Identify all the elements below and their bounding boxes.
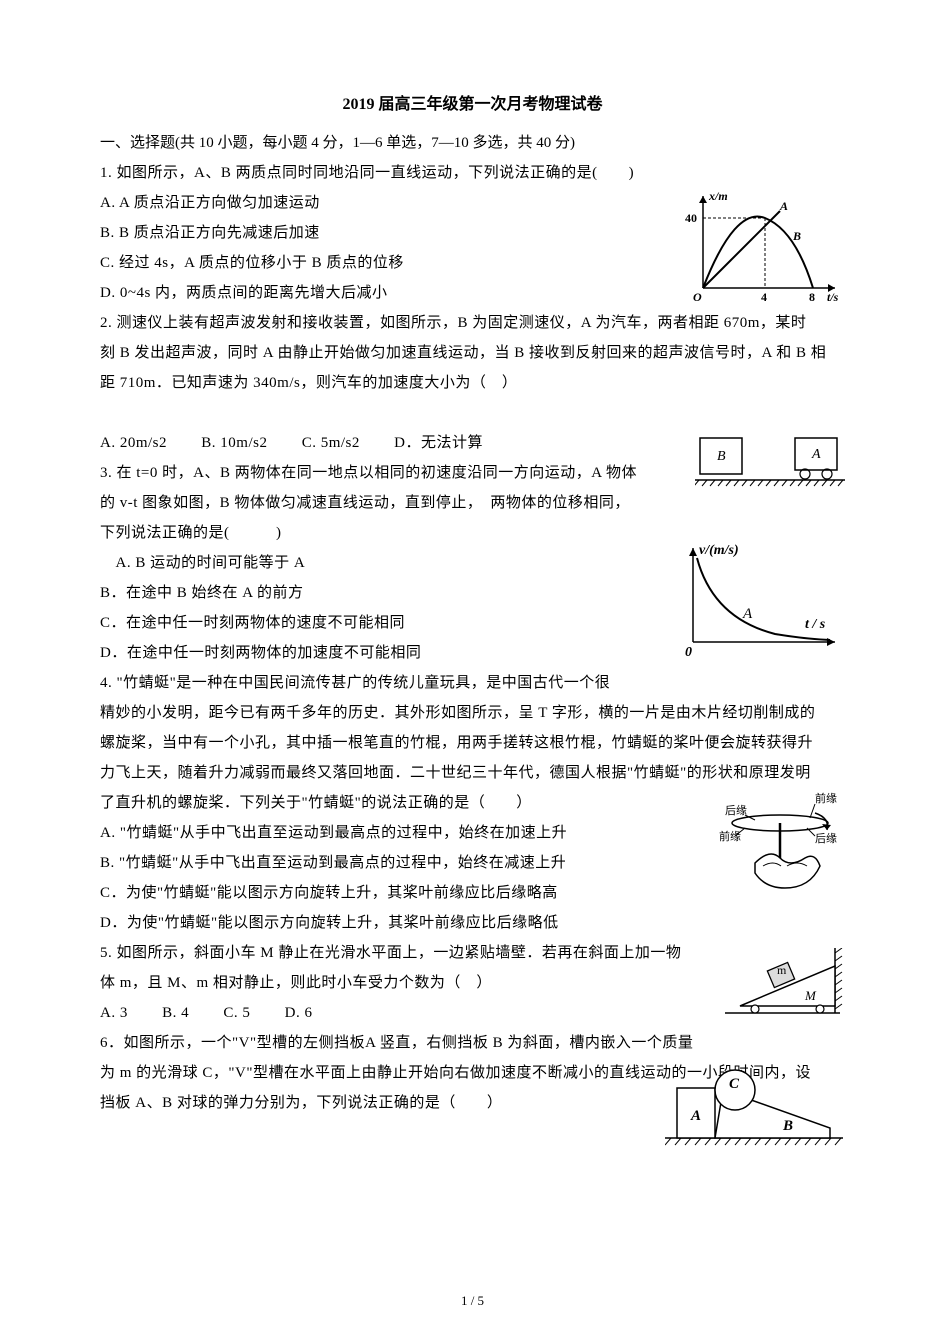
- section-1-heading: 一、选择题(共 10 小题，每小题 4 分，1—6 单选，7—10 多选，共 4…: [100, 128, 845, 158]
- q4-stem-3: 螺旋桨，当中有一个小孔，其中插一根笔直的竹棍，用两手搓转这根竹棍，竹蜻蜓的桨叶便…: [100, 728, 845, 758]
- q3-figure: v/(m/s) t / s A 0: [675, 540, 845, 660]
- q4-stem-5: 了直升机的螺旋桨．下列关于"竹蜻蜓"的说法正确的是（ ）: [100, 788, 715, 818]
- q1-opt-a: A. A 质点沿正方向做匀加速运动: [100, 188, 685, 218]
- q4-figure: 前缘 后缘 后缘 前缘: [715, 788, 845, 908]
- svg-text:v/(m/s): v/(m/s): [699, 543, 739, 558]
- q2-opt-b: B. 10m/s2: [201, 435, 267, 451]
- svg-text:A: A: [742, 606, 753, 622]
- svg-text:前缘: 前缘: [815, 791, 837, 805]
- svg-text:B: B: [782, 1118, 793, 1134]
- q4-opt-c: C．为使"竹蜻蜓"能以图示方向旋转上升，其桨叶前缘应比后缘略高: [100, 878, 715, 908]
- q4-stem-1: 4. "竹蜻蜓"是一种在中国民间流传甚广的传统儿童玩具，是中国古代一个很: [100, 668, 845, 698]
- question-2-options-and-q3: A. 20m/s2 B. 10m/s2 C. 5m/s2 D．无法计算 3. 在…: [100, 428, 845, 518]
- svg-text:A: A: [779, 199, 788, 213]
- q5-opt-c: C. 5: [223, 1005, 250, 1021]
- q5-opt-b: B. 4: [162, 1005, 189, 1021]
- q2-stem-2: 刻 B 发出超声波，同时 A 由静止开始做匀加速直线运动，当 B 接收到反射回来…: [100, 338, 845, 368]
- q1-opt-c: C. 经过 4s，A 质点的位移小于 B 质点的位移: [100, 248, 685, 278]
- q6-stem-3-row: 挡板 A、B 对球的弹力分别为，下列说法正确的是（ ） A B C: [100, 1088, 845, 1153]
- question-1: 1. 如图所示，A、B 两质点同时同地沿同一直线运动，下列说法正确的是( ) A…: [100, 158, 845, 308]
- q1-opt-b: B. B 质点沿正方向先减速后加速: [100, 218, 685, 248]
- q5-opt-a: A. 3: [100, 1005, 128, 1021]
- svg-text:m: m: [777, 963, 787, 977]
- q2-opt-c: C. 5m/s2: [302, 435, 360, 451]
- q2-stem-3: 距 710m．已知声速为 340m/s，则汽车的加速度大小为（ ）: [100, 368, 845, 398]
- q2-opt-d: D．无法计算: [394, 435, 483, 451]
- q3-opt-c: C．在途中任一时刻两物体的速度不可能相同: [100, 608, 675, 638]
- q1-stem: 1. 如图所示，A、B 两质点同时同地沿同一直线运动，下列说法正确的是( ): [100, 158, 685, 188]
- q5-stem-2: 体 m，且 M、m 相对静止，则此时小车受力个数为（ ）: [100, 968, 725, 998]
- q4-rest: 了直升机的螺旋桨．下列关于"竹蜻蜓"的说法正确的是（ ） A. "竹蜻蜓"从手中…: [100, 788, 845, 908]
- q4-opt-d: D．为使"竹蜻蜓"能以图示方向旋转上升，其桨叶前缘应比后缘略低: [100, 908, 845, 938]
- svg-text:B: B: [717, 449, 726, 464]
- q3-opt-a: A. B 运动的时间可能等于 A: [100, 548, 675, 578]
- q5-figure: m M: [725, 948, 845, 1028]
- q2-opt-a: A. 20m/s2: [100, 435, 167, 451]
- svg-text:A: A: [690, 1108, 701, 1124]
- q4-stem-2: 精妙的小发明，距今已有两千多年的历史．其外形如图所示，呈 T 字形，横的一片是由…: [100, 698, 845, 728]
- page-number: 1 / 5: [0, 1293, 945, 1309]
- svg-text:t / s: t / s: [805, 617, 826, 632]
- q3-opt-d: D．在途中任一时刻两物体的加速度不可能相同: [100, 638, 675, 668]
- q3-opt-b: B．在途中 B 始终在 A 的前方: [100, 578, 675, 608]
- q1-figure: x/m t/s 40 4 8 O A B: [685, 188, 845, 303]
- q2-figure: B A: [695, 428, 845, 488]
- svg-text:t/s: t/s: [827, 290, 839, 303]
- svg-text:前缘: 前缘: [719, 829, 741, 843]
- q3-stem-1: 3. 在 t=0 时，A、B 两物体在同一地点以相同的初速度沿同一方向运动，A …: [100, 458, 695, 488]
- q5-stem-1: 5. 如图所示，斜面小车 M 静止在光滑水平面上，一边紧贴墙壁．若再在斜面上加一…: [100, 938, 725, 968]
- svg-text:M: M: [804, 988, 817, 1003]
- q1-opt-d: D. 0~4s 内，两质点间的距离先增大后减小: [100, 278, 685, 308]
- svg-text:4: 4: [761, 290, 767, 303]
- q5-options: A. 3 B. 4 C. 5 D. 6: [100, 998, 725, 1028]
- exam-title: 2019 届高三年级第一次月考物理试卷: [100, 90, 845, 114]
- svg-text:C: C: [729, 1076, 740, 1092]
- spacer: [100, 398, 845, 428]
- q2-stem-1: 2. 测速仪上装有超声波发射和接收装置，如图所示，B 为固定测速仪，A 为汽车，…: [100, 308, 845, 338]
- svg-text:后缘: 后缘: [815, 832, 837, 845]
- svg-text:后缘: 后缘: [725, 804, 747, 817]
- q6-figure: A B C: [665, 1068, 845, 1153]
- question-5: 5. 如图所示，斜面小车 M 静止在光滑水平面上，一边紧贴墙壁．若再在斜面上加一…: [100, 938, 845, 1028]
- q3-options: A. B 运动的时间可能等于 A B．在途中 B 始终在 A 的前方 C．在途中…: [100, 548, 845, 668]
- q3-stem-2: 的 v-t 图象如图，B 物体做匀减速直线运动，直到停止， 两物体的位移相同，: [100, 488, 695, 518]
- svg-text:0: 0: [685, 645, 692, 660]
- q6-stem-3: 挡板 A、B 对球的弹力分别为，下列说法正确的是（ ）: [100, 1088, 665, 1118]
- svg-text:40: 40: [685, 211, 697, 225]
- svg-text:O: O: [693, 290, 702, 303]
- svg-text:x/m: x/m: [708, 189, 728, 203]
- q4-opt-b: B. "竹蜻蜓"从手中飞出直至运动到最高点的过程中，始终在减速上升: [100, 848, 715, 878]
- q2-options: A. 20m/s2 B. 10m/s2 C. 5m/s2 D．无法计算: [100, 428, 695, 458]
- svg-text:B: B: [792, 229, 801, 243]
- svg-text:8: 8: [809, 290, 815, 303]
- q6-stem-1: 6．如图所示，一个"V"型槽的左侧挡板A 竖直，右侧挡板 B 为斜面，槽内嵌入一…: [100, 1028, 845, 1058]
- q4-stem-4: 力飞上天，随着升力减弱而最终又落回地面．二十世纪三十年代，德国人根据"竹蜻蜓"的…: [100, 758, 845, 788]
- q4-opt-a: A. "竹蜻蜓"从手中飞出直至运动到最高点的过程中，始终在加速上升: [100, 818, 715, 848]
- q5-opt-d: D. 6: [285, 1005, 313, 1021]
- svg-text:A: A: [811, 447, 821, 462]
